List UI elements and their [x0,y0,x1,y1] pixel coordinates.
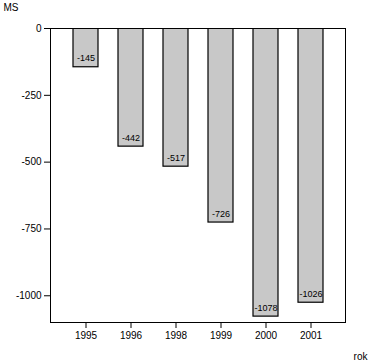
svg-text:-442: -442 [122,133,140,143]
svg-text:-500: -500 [21,156,41,167]
svg-text:-145: -145 [77,53,95,63]
svg-text:1996: 1996 [120,330,143,341]
svg-text:1998: 1998 [165,330,188,341]
svg-text:-1000: -1000 [16,290,42,301]
svg-text:-517: -517 [167,153,185,163]
svg-text:-1078: -1078 [254,303,277,313]
svg-text:-726: -726 [212,209,230,219]
svg-text:-750: -750 [21,223,41,234]
svg-text:1995: 1995 [75,330,98,341]
svg-text:rok: rok [354,351,369,362]
svg-text:1999: 1999 [210,330,233,341]
svg-text:MS: MS [4,2,19,13]
svg-text:-250: -250 [21,90,41,101]
svg-text:2000: 2000 [255,330,278,341]
svg-text:-1026: -1026 [299,289,322,299]
svg-text:0: 0 [36,23,42,34]
svg-text:2001: 2001 [300,330,323,341]
